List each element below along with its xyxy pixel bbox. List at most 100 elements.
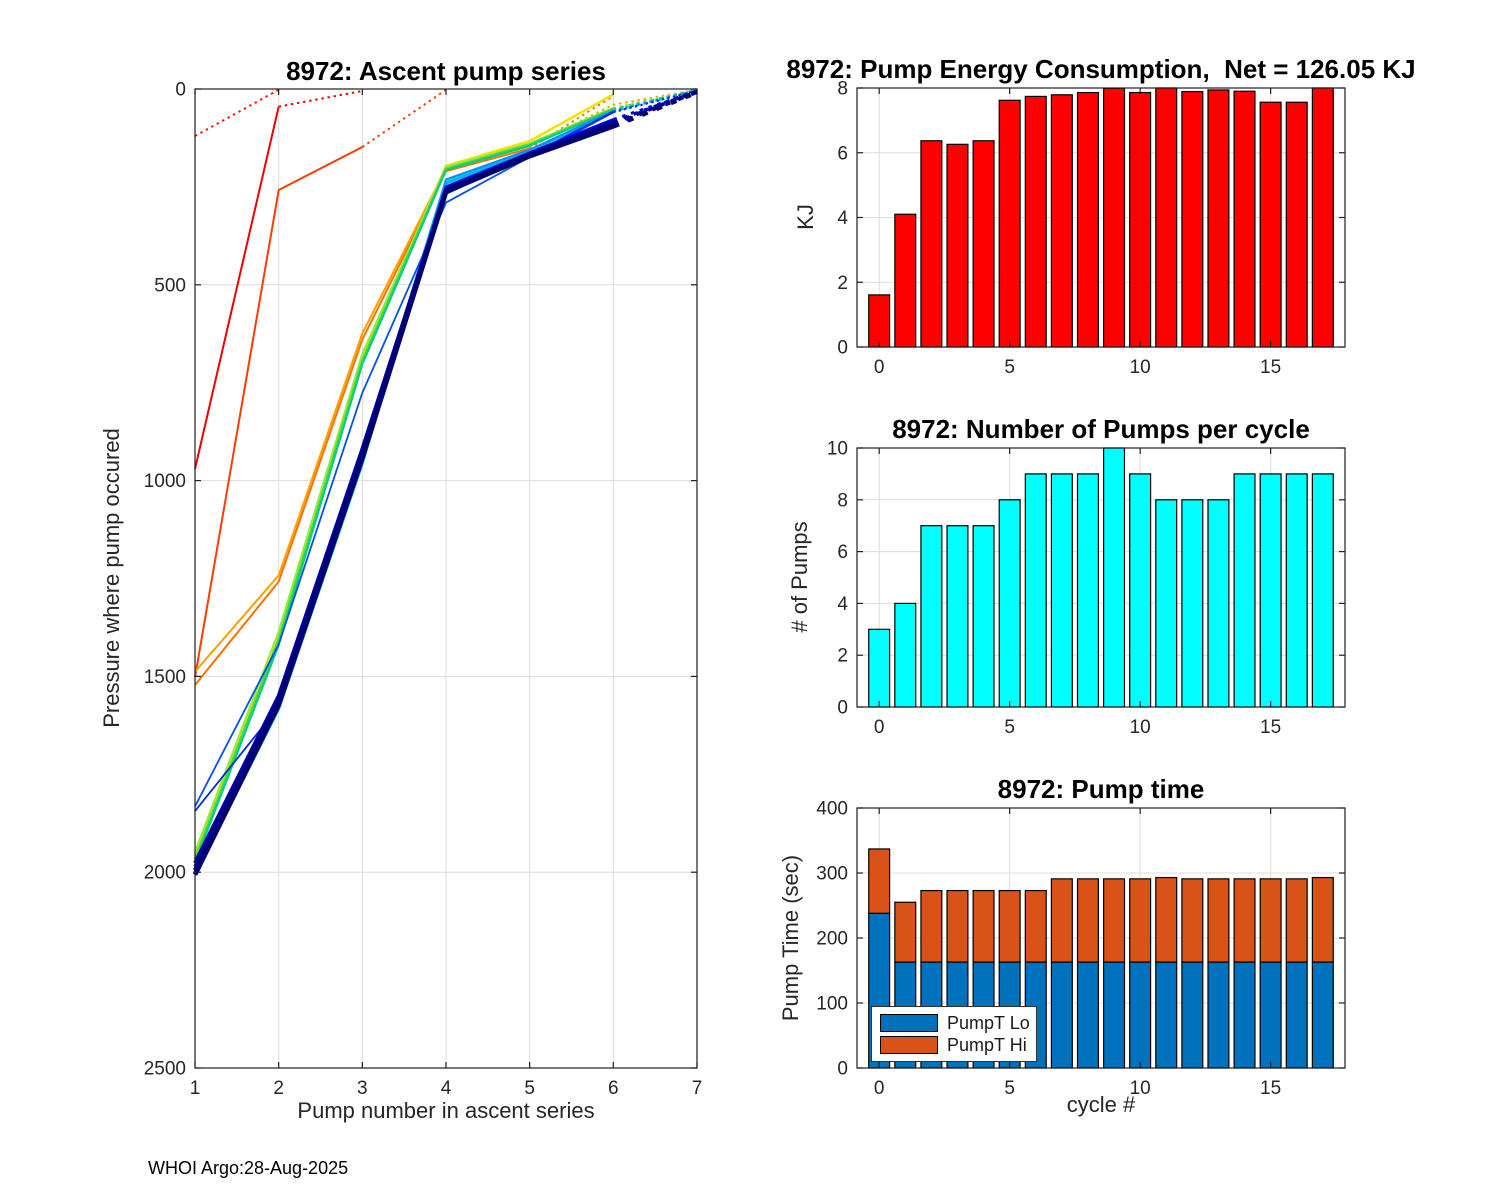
pump-t-hi-swatch bbox=[880, 1036, 938, 1054]
pumps-per-cycle-ytick-10: 10 bbox=[827, 439, 848, 460]
pump-energy-bar-14 bbox=[1233, 90, 1256, 348]
ascent-pump-series-ytick-500: 500 bbox=[154, 275, 186, 296]
pump-time-ylabel: Pump Time (sec) bbox=[778, 854, 803, 1022]
pumps-per-cycle-xtick-0: 0 bbox=[874, 717, 885, 738]
pumps-per-cycle-bar-15 bbox=[1259, 473, 1282, 708]
pump-time-hi-bar-8 bbox=[1076, 878, 1099, 963]
pump-time-xtick-5: 5 bbox=[1004, 1078, 1015, 1099]
ascent-title: 8972: Ascent pump series bbox=[286, 56, 606, 86]
pumps-per-cycle-bar-7 bbox=[1050, 473, 1073, 708]
pump-energy-bar-4 bbox=[972, 140, 995, 348]
pump-time-ytick-200: 200 bbox=[816, 929, 848, 950]
pumps-per-cycle-bar-5 bbox=[998, 499, 1021, 708]
ascent-pump-series-xtick-2: 2 bbox=[273, 1078, 284, 1099]
ascent-pump-series-cycle-0-solid bbox=[194, 106, 280, 470]
legend-row-hi: PumpT Hi bbox=[880, 1034, 1028, 1056]
ascent-pump-series-cycle-1-solid bbox=[194, 146, 363, 678]
pump-energy-bar-8 bbox=[1076, 91, 1099, 348]
pump-time-hi-bar-6 bbox=[1024, 889, 1047, 963]
pump-energy-bar-17 bbox=[1311, 87, 1334, 348]
ascent-pump-series-cycle-16-solid bbox=[192, 122, 615, 872]
pump-energy-bar-15 bbox=[1259, 101, 1282, 348]
pump-time-hi-bar-5 bbox=[998, 889, 1021, 963]
pump-time-xtick-15: 15 bbox=[1260, 1078, 1281, 1099]
ascent-pump-series-cycle-5-dotted bbox=[613, 88, 698, 109]
pump-energy-bar-0 bbox=[868, 294, 891, 348]
pump-time-title: 8972: Pump time bbox=[997, 774, 1205, 804]
ascent-pump-series-ytick-2000: 2000 bbox=[144, 863, 186, 884]
pumps-title: 8972: Number of Pumps per cycle bbox=[892, 414, 1310, 444]
pumps-per-cycle-bar-16 bbox=[1285, 473, 1308, 708]
pump-energy-bar-7 bbox=[1050, 94, 1073, 348]
pumps-per-cycle-bar-3 bbox=[946, 525, 969, 708]
pumps-ylabel: # of Pumps bbox=[787, 521, 812, 633]
pump-time-lo-bar-16 bbox=[1285, 961, 1308, 1069]
pump-time-lo-bar-7 bbox=[1050, 961, 1073, 1069]
pump-time-lo-bar-9 bbox=[1103, 961, 1126, 1069]
pumps-per-cycle-bar-8 bbox=[1076, 473, 1099, 708]
pump-energy-bar-6 bbox=[1024, 95, 1047, 348]
pumps-per-cycle-xtick-15: 15 bbox=[1260, 717, 1281, 738]
pumps-per-cycle-bar-12 bbox=[1181, 499, 1204, 708]
pump-time-hi-bar-7 bbox=[1050, 878, 1073, 963]
ascent-pump-series-xtick-4: 4 bbox=[441, 1078, 452, 1099]
pump-time-hi-bar-15 bbox=[1259, 878, 1282, 963]
pumps-per-cycle-ytick-4: 4 bbox=[837, 594, 848, 615]
footer-text: WHOI Argo:28-Aug-2025 bbox=[148, 1158, 349, 1178]
pump-time-xlabel: cycle # bbox=[1066, 1092, 1136, 1117]
ascent-pump-series-xtick-7: 7 bbox=[692, 1078, 703, 1099]
ascent-pump-series-cycle-7-solid bbox=[194, 108, 614, 864]
pumps-per-cycle-bar-1 bbox=[894, 602, 917, 708]
pump-t-lo-label: PumpT Lo bbox=[947, 1012, 1030, 1033]
pump-time-hi-bar-1 bbox=[894, 901, 917, 963]
legend-row-lo: PumpT Lo bbox=[880, 1012, 1030, 1034]
pump-time-legend: PumpT Lo PumpT Hi bbox=[871, 1006, 1037, 1062]
pump-energy-bar-12 bbox=[1181, 90, 1204, 348]
ascent-pump-series-cycle-2-dotted bbox=[529, 95, 614, 150]
pump-energy-bar-13 bbox=[1207, 89, 1230, 348]
pump-t-lo-swatch bbox=[880, 1014, 938, 1032]
pumps-per-cycle-bar-9 bbox=[1103, 447, 1126, 708]
pumps-per-cycle-bar-14 bbox=[1233, 473, 1256, 708]
ascent-pump-series-cycle-10-dotted bbox=[613, 89, 698, 112]
pump-energy-ytick-4: 4 bbox=[837, 208, 848, 229]
pump-energy-bar-2 bbox=[920, 140, 943, 348]
pump-time-hi-bar-4 bbox=[972, 889, 995, 963]
pump-energy-ytick-0: 0 bbox=[837, 338, 848, 359]
pump-energy-bar-5 bbox=[998, 99, 1021, 348]
pump-t-hi-label: PumpT Hi bbox=[947, 1034, 1027, 1055]
pumps-per-cycle-ytick-6: 6 bbox=[837, 542, 848, 563]
pumps-per-cycle-bar-6 bbox=[1024, 473, 1047, 708]
ascent-pump-series-plot: 1 2 3 4 5 6 7 0 500 1000 1500 2000 2500 bbox=[144, 80, 703, 1100]
pump-energy-bar-3 bbox=[946, 143, 969, 348]
ascent-pump-series-xtick-6: 6 bbox=[608, 1078, 619, 1099]
ascent-pump-series-cycle-13-solid bbox=[193, 118, 614, 873]
pump-time-ytick-0: 0 bbox=[837, 1059, 848, 1080]
ascent-xlabel: Pump number in ascent series bbox=[297, 1098, 595, 1123]
pump-time-ytick-100: 100 bbox=[816, 994, 848, 1015]
pump-time-lo-bar-8 bbox=[1076, 961, 1099, 1069]
pump-time-hi-bar-12 bbox=[1181, 878, 1204, 963]
pump-time-lo-bar-10 bbox=[1129, 961, 1152, 1069]
pump-time-ytick-300: 300 bbox=[816, 864, 848, 885]
ascent-pump-series-cycle-1-dotted bbox=[361, 88, 447, 148]
pump-energy-ytick-2: 2 bbox=[837, 273, 848, 294]
pumps-per-cycle-plot: 0 5 10 15 0 2 4 6 8 10 bbox=[827, 439, 1346, 738]
pumps-per-cycle-xtick-5: 5 bbox=[1004, 717, 1015, 738]
pump-energy-xtick-5: 5 bbox=[1004, 357, 1015, 378]
pumps-per-cycle-bar-11 bbox=[1155, 499, 1178, 708]
pump-time-hi-bar-11 bbox=[1155, 876, 1178, 963]
ascent-pump-series-cycle-9-dotted bbox=[612, 88, 698, 113]
pump-time-hi-bar-10 bbox=[1129, 878, 1152, 963]
ascent-pump-series-shallow-red-dotted-dotted bbox=[194, 88, 280, 137]
pump-energy-bar-9 bbox=[1103, 87, 1126, 348]
pump-time-lo-bar-13 bbox=[1207, 961, 1230, 1069]
pumps-per-cycle-xtick-10: 10 bbox=[1130, 717, 1151, 738]
ascent-pump-series-ytick-1000: 1000 bbox=[144, 471, 186, 492]
pump-energy-xtick-15: 15 bbox=[1260, 357, 1281, 378]
ascent-pump-series-xtick-5: 5 bbox=[524, 1078, 535, 1099]
pumps-per-cycle-bar-0 bbox=[868, 628, 891, 708]
pump-energy-bar-11 bbox=[1155, 87, 1178, 348]
pump-time-hi-bar-16 bbox=[1285, 878, 1308, 963]
